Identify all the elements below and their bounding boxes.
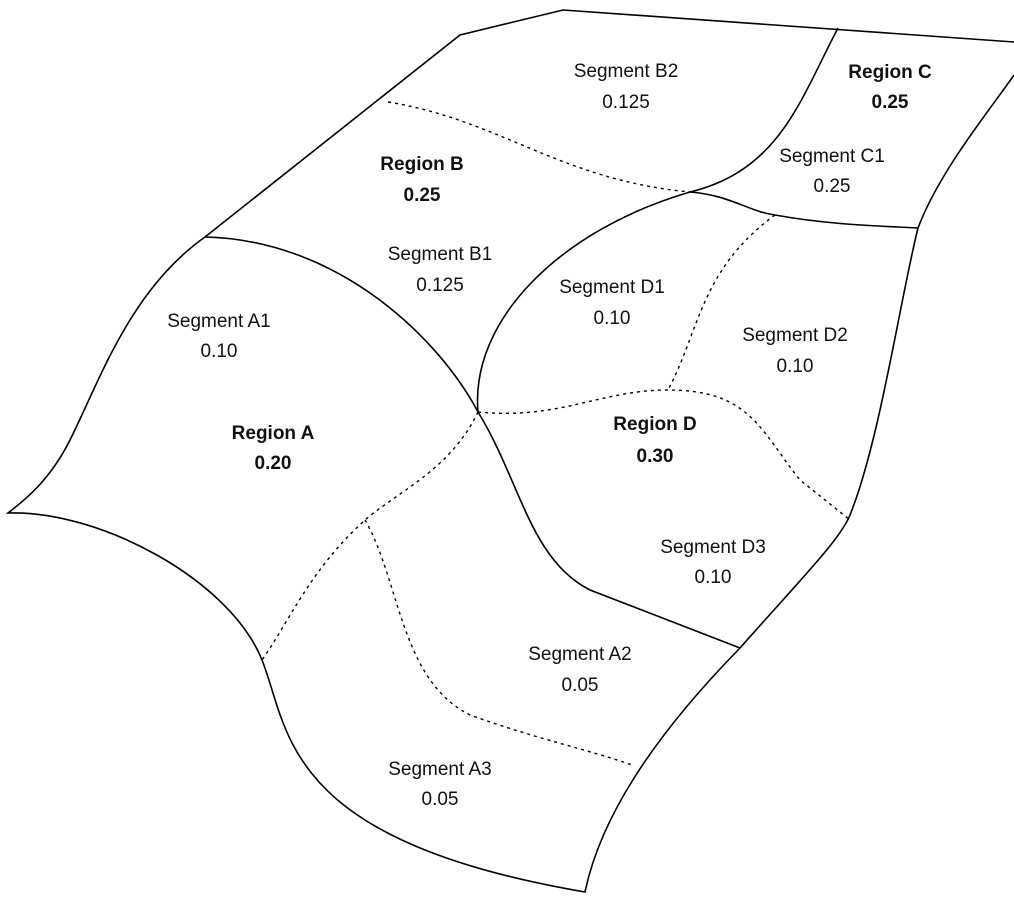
region-name: Region A [232, 423, 315, 444]
segment-value: 0.10 [594, 308, 631, 329]
segment-value: 0.10 [695, 567, 732, 588]
segment-name: Segment D1 [559, 277, 665, 298]
boundary-a-b [204, 236, 741, 649]
boundary-c-d [689, 191, 919, 229]
outer-boundary [5, 9, 1014, 893]
boundary-c-b [476, 27, 839, 413]
segment-value: 0.125 [602, 92, 650, 113]
boundary-b1-b2 [387, 101, 691, 193]
segment-value: 0.05 [562, 675, 599, 696]
boundary-a2-a3 [364, 519, 633, 766]
boundary-d1-d2 [667, 214, 776, 391]
segment-value: 0.05 [422, 789, 459, 810]
segment-name: Segment A1 [167, 311, 271, 332]
boundary-d-inner [477, 389, 851, 521]
region-name: Region B [380, 154, 463, 175]
segment-name: Segment A3 [388, 759, 492, 780]
boundary-a1-a2 [261, 411, 479, 661]
region-value: 0.30 [637, 446, 674, 467]
region-name: Region D [613, 414, 696, 435]
segment-name: Segment A2 [528, 644, 632, 665]
segment-value: 0.125 [416, 275, 464, 296]
region-name: Region C [848, 62, 932, 83]
segment-name: Segment D2 [742, 325, 848, 346]
region-value: 0.25 [872, 92, 909, 113]
segment-name: Segment D3 [660, 537, 766, 558]
segment-name: Segment C1 [779, 146, 885, 167]
segment-name: Segment B1 [388, 244, 493, 265]
segment-value: 0.25 [814, 176, 851, 197]
segment-value: 0.10 [201, 341, 238, 362]
region-value: 0.20 [255, 453, 292, 474]
segment-value: 0.10 [777, 356, 814, 377]
region-value: 0.25 [404, 185, 441, 206]
segment-name: Segment B2 [574, 61, 679, 82]
